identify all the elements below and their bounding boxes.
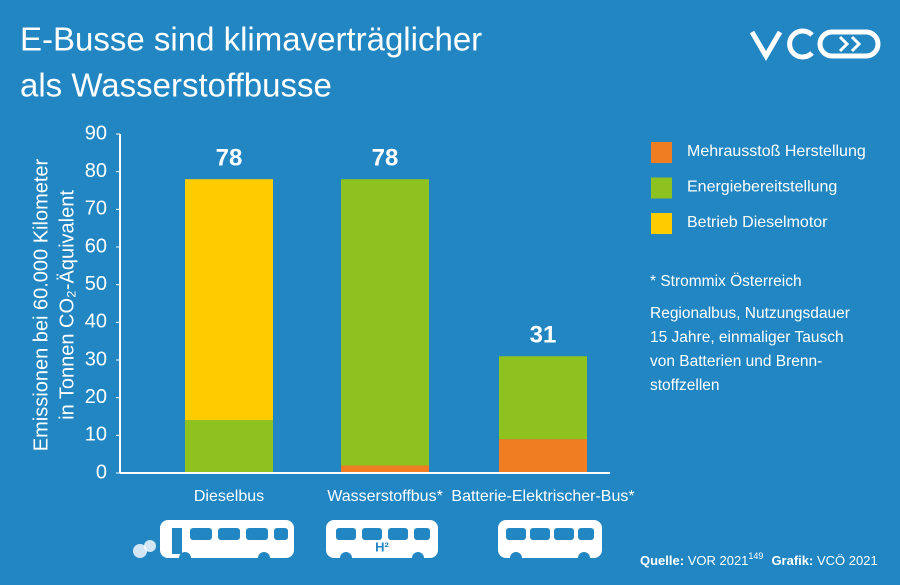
y-label-line: Emissionen bei 60.000 Kilometer	[30, 158, 52, 451]
grafik-label: Grafik:	[771, 553, 813, 568]
title-line: als Wasserstoffbusse	[20, 67, 332, 104]
note-line: stoffzellen	[650, 377, 720, 394]
y-tick-label: 80	[85, 160, 107, 182]
total-label: 78	[216, 145, 243, 172]
y-tick-label: 20	[85, 386, 107, 408]
legend-label: Mehrausstoß Herstellung	[687, 143, 866, 160]
y-tick-label: 50	[85, 273, 107, 295]
note-line: von Batterien und Brenn-	[650, 353, 822, 370]
bar-segment	[185, 420, 273, 473]
source-text: VOR 2021	[688, 553, 749, 568]
y-tick-label: 10	[85, 424, 107, 446]
note-line: * Strommix Österreich	[650, 272, 802, 290]
legend-label: Betrieb Dieselmotor	[687, 214, 828, 231]
legend-swatch	[651, 213, 672, 234]
bus-icon	[498, 520, 602, 564]
y-tick-label: 40	[85, 311, 107, 333]
y-tick-label: 0	[96, 461, 107, 483]
y-axis-label: Emissionen bei 60.000 Kilometer in Tonne…	[30, 158, 78, 451]
legend-swatch	[651, 142, 672, 163]
bus-icons	[133, 520, 602, 564]
source-label: Quelle:	[640, 553, 684, 568]
y-tick-label: 60	[85, 235, 107, 257]
legend-swatch	[651, 177, 672, 199]
x-tick-label: Batterie-Elektrischer-Bus*	[451, 488, 634, 505]
total-label: 31	[530, 322, 557, 349]
bus-icon	[133, 520, 294, 564]
x-tick-label: Wasserstoffbus*	[327, 488, 443, 505]
logo	[749, 28, 881, 61]
bar-segment	[185, 179, 273, 421]
icon-label: H²	[375, 539, 389, 554]
source-sup: 149	[748, 551, 763, 561]
total-label: 78	[372, 145, 399, 172]
bus-icon	[326, 520, 438, 564]
bar-segment	[341, 465, 429, 473]
title-line: E-Busse sind klimaverträglicher	[20, 21, 482, 58]
note-line: Regionalbus, Nutzungsdauer	[650, 305, 850, 322]
y-tick-label: 30	[85, 348, 107, 370]
x-tick-label: Dieselbus	[194, 488, 264, 505]
legend-label: Energiebereitstellung	[687, 179, 837, 196]
y-tick-label: 90	[85, 122, 107, 144]
bar-segment	[499, 439, 587, 473]
y-label-line: in Tonnen CO₂-Äquivalent	[56, 190, 78, 420]
bar-segment	[341, 179, 429, 466]
bar-segment	[499, 356, 587, 440]
note-line: 15 Jahre, einmaliger Tausch	[650, 329, 844, 346]
grafik-text: VCÖ 2021	[817, 553, 878, 568]
source: Quelle: VOR 2021149 Grafik: VCÖ 2021	[640, 551, 878, 568]
y-tick-label: 70	[85, 198, 107, 220]
